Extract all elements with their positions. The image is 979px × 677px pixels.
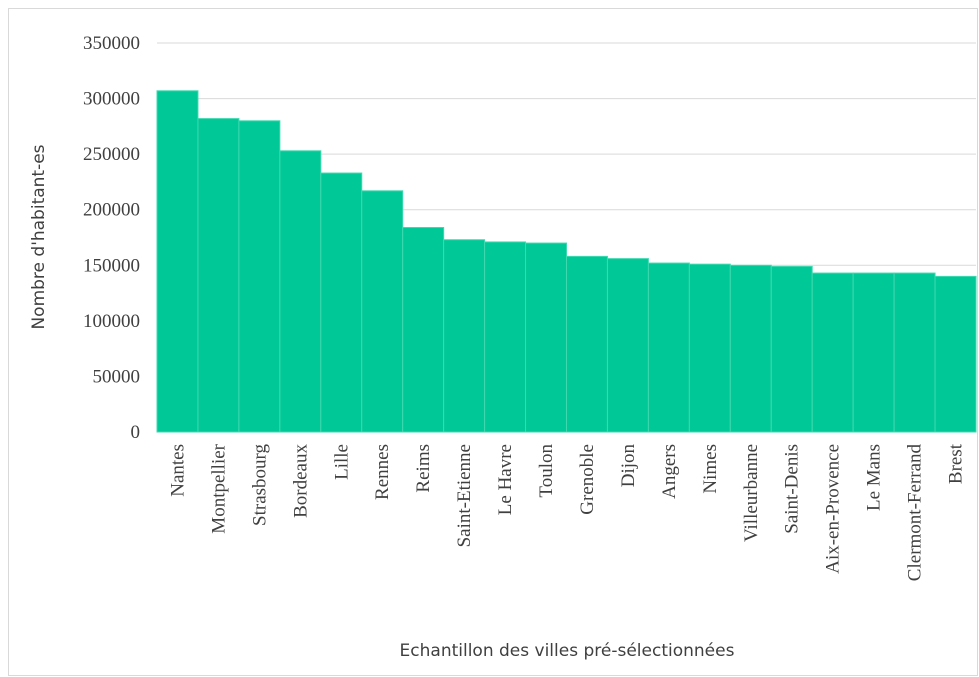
bar <box>279 150 322 433</box>
bar <box>811 272 854 433</box>
x-tick-label: Saint-Denis <box>782 444 803 534</box>
x-tick-label: Grenoble <box>577 444 598 515</box>
x-tick-label: Reims <box>413 444 434 493</box>
bar <box>525 242 567 433</box>
x-tick-label: Brest <box>946 443 967 484</box>
y-tick-labels: 0 50000 100000 150000 200000 250000 300000 3500… <box>83 33 140 443</box>
bar <box>484 241 527 433</box>
x-tick-label: Saint-Etienne <box>454 444 475 547</box>
x-tick-label: Montpellier <box>208 443 229 533</box>
x-tick-label: Lille <box>331 444 352 480</box>
bar <box>688 263 731 433</box>
x-tick-label: Rennes <box>372 444 393 500</box>
bar <box>852 272 895 433</box>
y-tick-label: 150000 <box>83 255 140 276</box>
y-tick-label: 0 <box>131 422 141 443</box>
x-tick-label: Nantes <box>167 444 188 497</box>
x-tick-label: Clermont-Ferrand <box>905 444 926 582</box>
x-tick-label: Villeurbanne <box>741 444 762 542</box>
bar <box>606 258 649 433</box>
y-axis-title: Nombre d'habitant-es <box>29 144 49 329</box>
bar <box>156 90 199 433</box>
y-tick-label: 200000 <box>83 200 140 221</box>
x-tick-labels: Nantes Montpellier Strasbourg Bordeaux Lille… <box>167 443 966 581</box>
x-tick-label: Angers <box>659 444 680 499</box>
y-tick-label: 250000 <box>83 144 140 165</box>
bar <box>566 255 608 433</box>
bar <box>647 262 690 433</box>
x-tick-label: Bordeaux <box>290 444 311 518</box>
y-tick-label: 300000 <box>83 89 140 110</box>
bar <box>770 265 813 433</box>
bar <box>238 120 281 433</box>
bar <box>402 226 445 433</box>
x-axis-title: Echantillon des villes pré-sélectionnées <box>400 641 735 661</box>
bar <box>934 275 977 433</box>
bar <box>361 190 404 433</box>
bar <box>893 272 936 433</box>
y-tick-label: 100000 <box>83 311 140 332</box>
x-tick-label: Nimes <box>700 444 721 494</box>
y-tick-label: 350000 <box>83 33 140 54</box>
x-tick-label: Le Mans <box>864 444 885 511</box>
bar <box>443 239 486 433</box>
x-tick-label: Le Havre <box>495 444 516 515</box>
x-tick-label: Dijon <box>618 444 639 488</box>
bar <box>729 264 772 433</box>
x-tick-label: Strasbourg <box>249 444 270 526</box>
bar <box>320 172 363 433</box>
y-tick-label: 50000 <box>93 366 141 387</box>
bars <box>156 90 977 433</box>
x-tick-label: Toulon <box>536 444 557 498</box>
x-tick-label: Aix-en-Provence <box>823 444 844 574</box>
bar <box>197 118 240 433</box>
